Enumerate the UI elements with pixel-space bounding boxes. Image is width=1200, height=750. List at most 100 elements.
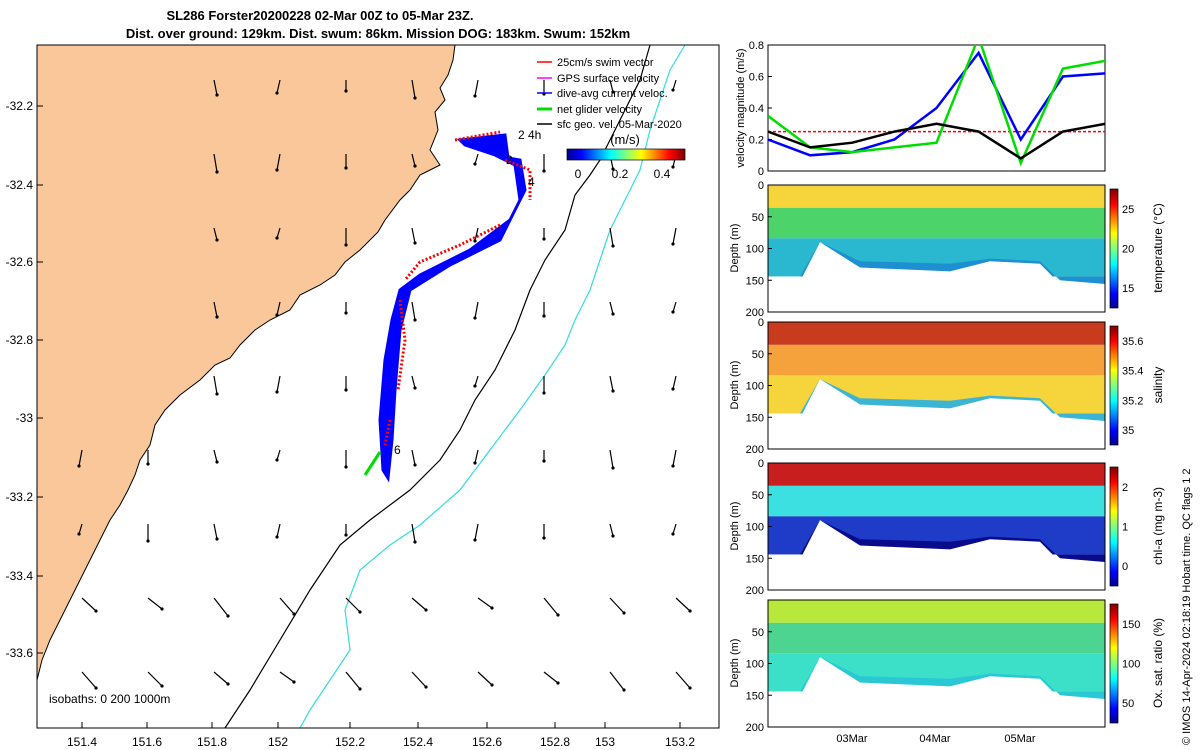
title-line1: SL286 Forster20200228 02-Mar 00Z to 05-M… bbox=[166, 8, 473, 23]
section-cbar-tick: 15 bbox=[1122, 283, 1134, 295]
velocity-vector-head bbox=[358, 687, 362, 691]
velocity-vector-head bbox=[358, 610, 362, 614]
velocity-vector bbox=[474, 227, 479, 242]
velocity-vector-head bbox=[671, 165, 675, 169]
velocity-vector bbox=[279, 597, 295, 615]
section-ytick-label: 50 bbox=[752, 490, 764, 502]
map-xtick-label: 152 bbox=[268, 735, 288, 749]
velocity-ytick-label: 0.4 bbox=[749, 103, 764, 115]
velocity-vector bbox=[609, 523, 614, 537]
velocity-vector-head bbox=[611, 167, 615, 171]
velocity-vector bbox=[474, 301, 479, 319]
section-ytick-label: 200 bbox=[746, 444, 764, 456]
velocity-vector-head bbox=[94, 686, 98, 690]
velocity-vector bbox=[276, 227, 281, 239]
velocity-vector-head bbox=[611, 244, 615, 248]
velocity-vector-head bbox=[413, 540, 417, 544]
velocity-vector bbox=[543, 671, 559, 684]
side-note: © IMOS 14-Apr-2024 02:18:19 Hobart time.… bbox=[1181, 468, 1193, 745]
section-ytick-label: 200 bbox=[746, 722, 764, 734]
velocity-ytick-label: 0.2 bbox=[749, 135, 764, 147]
velocity-vector bbox=[213, 79, 218, 96]
velocity-vector bbox=[411, 671, 427, 688]
velocity-series-line bbox=[768, 122, 1105, 160]
velocity-vector-head bbox=[344, 89, 348, 93]
section-band bbox=[768, 344, 1105, 376]
velocity-vector-head bbox=[671, 242, 675, 246]
section-ytick-label: 150 bbox=[746, 690, 764, 702]
velocity-vector-head bbox=[473, 94, 477, 98]
velocity-vector bbox=[276, 523, 281, 538]
section-band bbox=[768, 207, 1105, 239]
velocity-vector bbox=[81, 671, 97, 689]
section-ytick-label: 50 bbox=[752, 212, 764, 224]
velocity-vector-head bbox=[275, 313, 279, 317]
velocity-vector-head bbox=[671, 532, 675, 536]
section-ytick-label: 0 bbox=[758, 317, 764, 329]
section-cbar-tick: 100 bbox=[1122, 659, 1140, 671]
velocity-vector bbox=[276, 153, 281, 171]
velocity-vector-head bbox=[413, 96, 417, 100]
map-ytick-label: -33.2 bbox=[6, 490, 34, 504]
velocity-vector bbox=[609, 671, 625, 691]
isobath-200 bbox=[224, 45, 651, 728]
velocity-vector bbox=[675, 671, 691, 689]
map-land bbox=[37, 45, 456, 681]
velocity-vector bbox=[411, 79, 416, 99]
velocity-vector bbox=[543, 597, 559, 616]
velocity-vector-head bbox=[275, 236, 279, 240]
velocity-vector-head bbox=[226, 614, 230, 618]
velocity-vector-head bbox=[542, 237, 546, 241]
map-colorbar: (m/s) 0 0.2 0.4 bbox=[566, 132, 686, 181]
section-ylabel: Depth (m) bbox=[729, 361, 741, 410]
velocity-vector bbox=[672, 79, 677, 91]
velocity-vector-head bbox=[226, 682, 230, 686]
map-xtick-label: 153 bbox=[595, 735, 615, 749]
track-label-2: 4 bbox=[528, 175, 535, 189]
velocity-vector bbox=[609, 227, 614, 247]
section-ytick-label: 50 bbox=[752, 349, 764, 361]
section-ytick-label: 150 bbox=[746, 412, 764, 424]
velocity-vector bbox=[609, 79, 614, 93]
velocity-series-line bbox=[768, 45, 1105, 167]
velocity-vector bbox=[276, 375, 281, 393]
velocity-vector-head bbox=[671, 464, 675, 468]
map-xtick-label: 152.8 bbox=[540, 735, 570, 749]
section-cbar-tick: 1 bbox=[1122, 522, 1128, 534]
velocity-vector-head bbox=[473, 239, 477, 243]
velocity-vector-head bbox=[473, 162, 477, 166]
colorbar-bar bbox=[566, 148, 686, 161]
section-seafloor-mask bbox=[768, 242, 1105, 312]
velocity-vector bbox=[411, 301, 416, 321]
velocity-vector-head bbox=[413, 463, 417, 467]
right-xtick-0: 03Mar bbox=[836, 733, 868, 745]
velocity-vector bbox=[672, 301, 677, 313]
section-ytick-label: 150 bbox=[746, 553, 764, 565]
velocity-vector bbox=[78, 523, 83, 535]
velocity-vector-head bbox=[215, 238, 219, 242]
map-panel: 2 4h 2 4 6 bbox=[37, 45, 719, 728]
velocity-vector-head bbox=[611, 534, 615, 538]
section-ytick-label: 200 bbox=[746, 307, 764, 319]
map-xtick-label: 152.6 bbox=[472, 735, 502, 749]
velocity-vector-head bbox=[146, 539, 150, 543]
velocity-vector-head bbox=[77, 532, 81, 536]
section-band bbox=[768, 322, 1105, 345]
velocity-vector-head bbox=[688, 609, 692, 613]
section-ytick-label: 200 bbox=[746, 585, 764, 597]
velocity-ytick-label: 0.8 bbox=[749, 40, 764, 52]
velocity-vector bbox=[276, 301, 281, 316]
velocity-vector bbox=[675, 597, 691, 612]
velocity-vector-head bbox=[146, 462, 150, 466]
section-band bbox=[768, 185, 1105, 208]
velocity-vector-head bbox=[542, 169, 546, 173]
section-colorbar bbox=[1109, 466, 1119, 587]
map-ytick-label: -33 bbox=[16, 411, 34, 425]
section-plot bbox=[768, 463, 1105, 590]
velocity-ytick-label: 0 bbox=[758, 166, 764, 178]
velocity-vector-head bbox=[490, 683, 494, 687]
velocity-vector-head bbox=[413, 241, 417, 245]
velocity-vector-head bbox=[275, 168, 279, 172]
velocity-vector bbox=[147, 671, 163, 687]
velocity-vector-head bbox=[94, 609, 98, 613]
